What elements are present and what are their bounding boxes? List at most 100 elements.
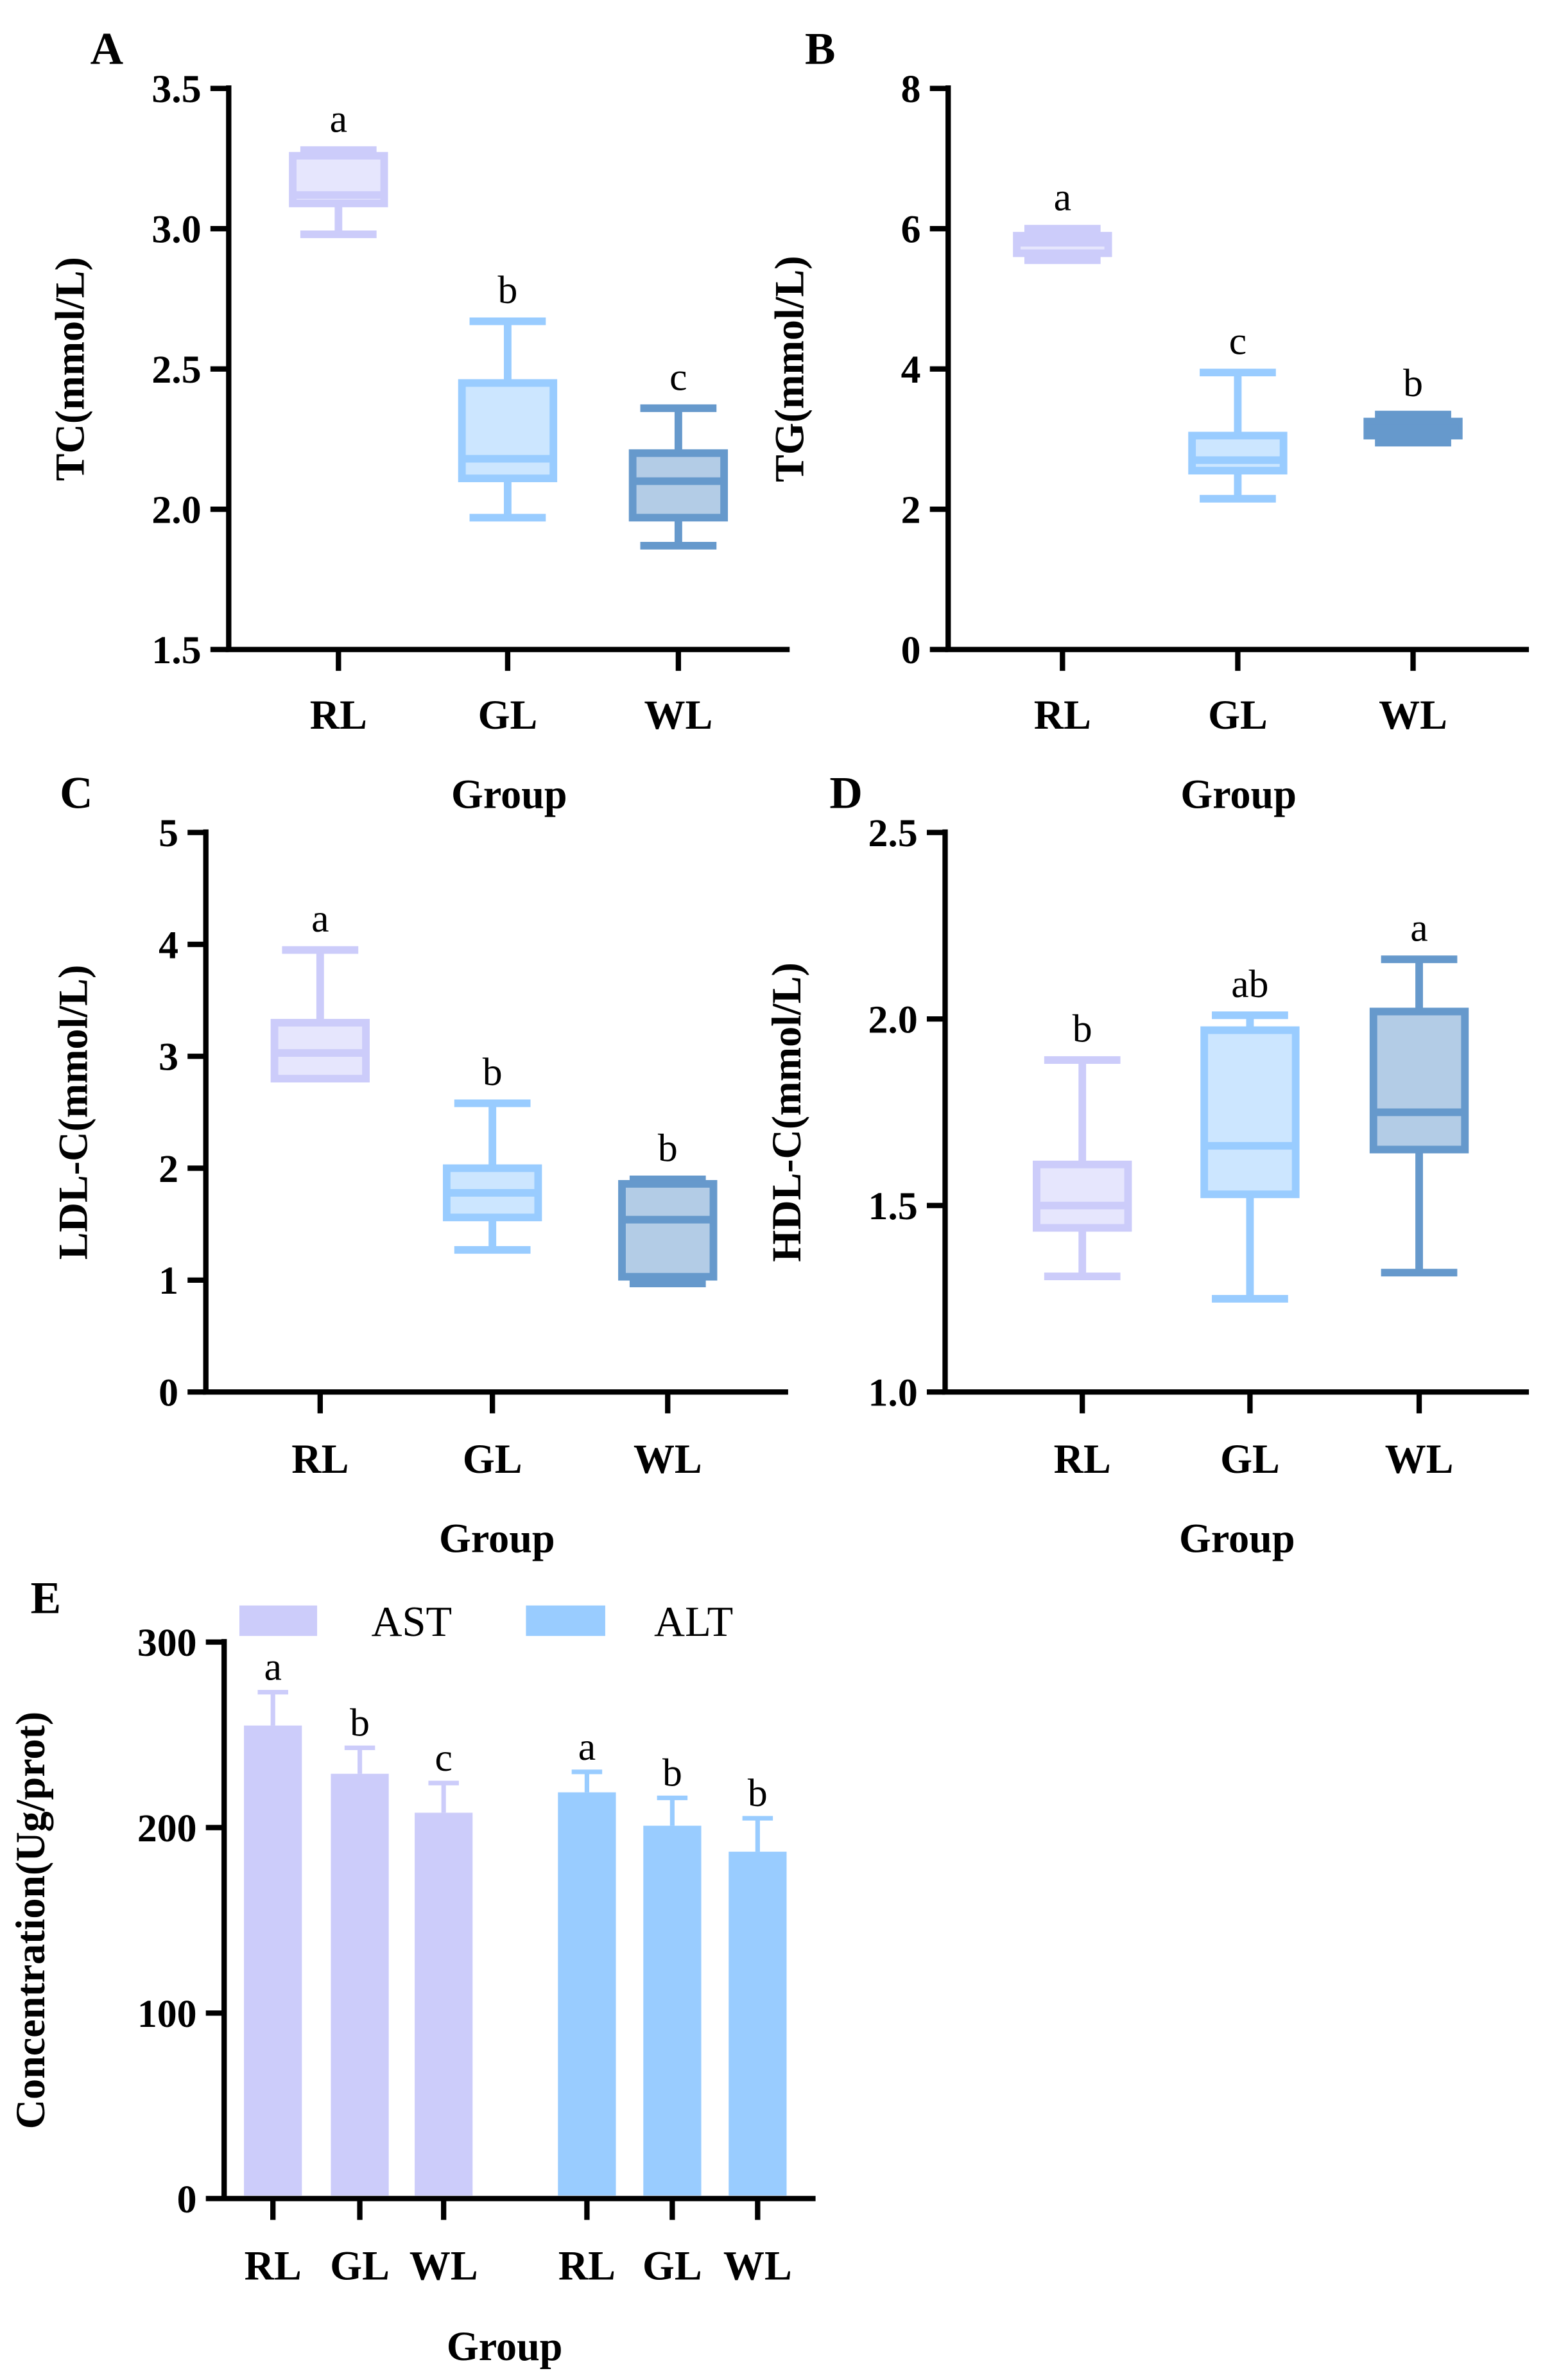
y-axis-label: HDL-C(mmol/L)	[764, 962, 809, 1262]
y-axis-label: Concentration(Ug/prot)	[8, 1712, 53, 2130]
box-iqr	[628, 449, 729, 522]
x-axis-label: Group	[447, 2324, 563, 2369]
box-iqr	[1200, 1026, 1300, 1199]
x-axis-label: Group	[451, 772, 567, 817]
y-tick-label: 200	[137, 1807, 197, 1850]
y-tick-label: 4	[159, 923, 178, 967]
x-tick-label: WL	[1385, 1436, 1454, 1482]
significance-label: b	[662, 1751, 682, 1794]
significance-label: c	[1229, 320, 1246, 363]
box-wl	[628, 404, 729, 550]
box-gl	[458, 317, 558, 522]
y-tick-label: 3.0	[151, 208, 201, 252]
x-tick-label: GL	[1220, 1436, 1280, 1482]
significance-label: b	[1403, 361, 1423, 405]
box-iqr	[618, 1180, 718, 1281]
x-tick-label: WL	[410, 2243, 478, 2288]
x-tick-label: RL	[245, 2243, 302, 2288]
x-tick-label: GL	[478, 692, 538, 738]
x-axis-label: Group	[1179, 1516, 1295, 1561]
box-rl	[270, 946, 370, 1083]
y-axis-label: LDL-C(mmol/L)	[50, 965, 96, 1260]
y-tick-label: 2	[901, 489, 921, 532]
legend: AST ALT	[239, 1599, 733, 1646]
significance-label: c	[669, 355, 687, 399]
significance-label: ab	[1231, 962, 1268, 1006]
legend-swatch-alt	[526, 1605, 605, 1637]
significance-label: a	[264, 1646, 282, 1689]
significance-label: b	[497, 268, 517, 312]
x-tick-label: WL	[644, 692, 712, 738]
x-tick-label: RL	[1034, 692, 1091, 738]
significance-label: b	[748, 1771, 768, 1815]
y-tick-label: 4	[901, 348, 921, 392]
panel-letter: E	[31, 1573, 62, 1623]
legend-label-ast: AST	[372, 1599, 453, 1646]
box-wl	[1369, 955, 1469, 1277]
box-gl	[1188, 369, 1288, 503]
y-tick-label: 1.0	[868, 1371, 918, 1415]
y-tick-label: 0	[159, 1371, 178, 1415]
box-iqr	[458, 379, 558, 483]
significance-label: a	[311, 897, 329, 941]
x-tick-label: GL	[330, 2243, 390, 2288]
significance-label: c	[435, 1736, 452, 1780]
bar-ast-gl	[331, 1773, 389, 2196]
panel-e: 0 100 200 300 Concentration(Ug/prot) Group Ea R…	[8, 1573, 816, 2369]
box-gl	[442, 1099, 542, 1254]
box-wl	[1363, 410, 1463, 447]
y-tick-label: 300	[137, 1621, 197, 1665]
x-tick-label: GL	[463, 1436, 522, 1482]
box-iqr	[1188, 431, 1288, 475]
y-tick-label: 0	[177, 2178, 197, 2221]
box-iqr	[1033, 1160, 1132, 1232]
panel-letter: A	[91, 24, 123, 74]
y-tick-label: 2	[159, 1147, 178, 1191]
significance-label: a	[1410, 907, 1427, 950]
box-gl	[1200, 1011, 1300, 1303]
x-tick-label: RL	[291, 1436, 349, 1482]
x-tick-label: GL	[1208, 692, 1268, 738]
x-tick-label: WL	[634, 1436, 702, 1482]
y-tick-label: 6	[901, 208, 921, 252]
panel-letter: D	[829, 769, 862, 819]
significance-label: b	[1073, 1007, 1092, 1051]
y-tick-label: 0	[901, 629, 921, 672]
legend-swatch-ast	[239, 1605, 318, 1637]
y-tick-label: 1.5	[868, 1185, 918, 1228]
panel-letter: C	[60, 769, 92, 819]
y-axis-label: TG(mmol/L)	[767, 256, 813, 482]
y-tick-label: 2.5	[151, 348, 201, 392]
bar-alt-rl	[558, 1792, 616, 2196]
x-tick-label: GL	[643, 2243, 702, 2288]
x-tick-label: WL	[1379, 692, 1447, 738]
y-tick-label: 1	[159, 1259, 178, 1303]
y-tick-label: 3	[159, 1036, 178, 1079]
panel-a: 1.5 2.0 2.5 3.0 3.5 TC(mmol/L) Group A RL a GL b WL c	[47, 24, 790, 817]
box-wl	[618, 1176, 718, 1288]
x-tick-label: WL	[723, 2243, 792, 2288]
y-tick-label: 5	[159, 812, 178, 855]
y-tick-label: 100	[137, 1992, 197, 2036]
x-axis-label: Group	[439, 1516, 555, 1561]
bar-alt-gl	[643, 1825, 702, 2196]
x-axis-label: Group	[1180, 772, 1297, 817]
bar-alt-wl	[729, 1852, 787, 2196]
significance-label: b	[350, 1701, 370, 1744]
y-tick-label: 1.5	[151, 629, 201, 672]
panel-c: 0 1 2 3 4 5 LDL-C(mmol/L) Group C RL a GL b WL b	[50, 769, 788, 1561]
x-tick-label: RL	[558, 2243, 616, 2288]
bar-ast-rl	[244, 1725, 302, 2196]
y-tick-label: 2.0	[151, 489, 201, 532]
y-tick-label: 3.5	[151, 67, 201, 111]
significance-label: a	[1054, 176, 1071, 220]
significance-label: b	[658, 1126, 678, 1170]
bar-ast-wl	[415, 1812, 473, 2196]
x-tick-label: RL	[1054, 1436, 1111, 1482]
panel-letter: B	[805, 24, 836, 74]
y-tick-label: 2.0	[868, 998, 918, 1042]
panel-b: 0 2 4 6 8 TG(mmol/L) Group B RL a GL c WL b	[767, 24, 1530, 817]
significance-label: a	[330, 97, 347, 141]
y-tick-label: 2.5	[868, 812, 918, 855]
box-rl	[1033, 1056, 1132, 1280]
